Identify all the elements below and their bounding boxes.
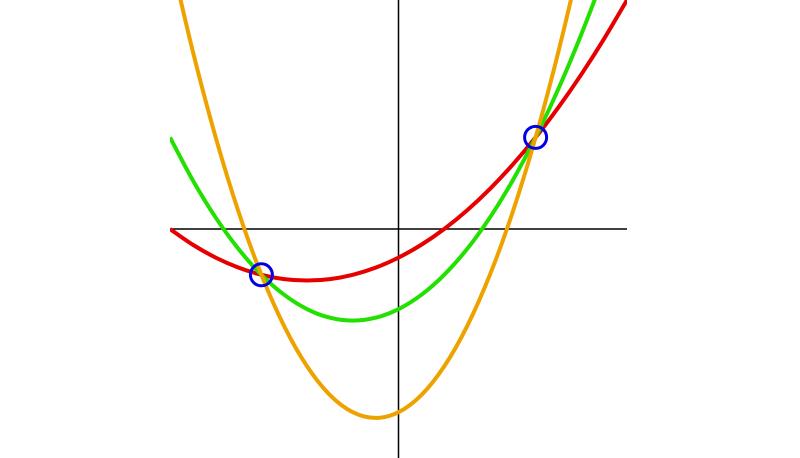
curve (170, 0, 627, 283)
intersection-marker (523, 124, 549, 150)
intersection-marker (248, 262, 274, 288)
curve (178, 0, 573, 420)
curve (170, 0, 597, 323)
plot-area (170, 0, 627, 420)
